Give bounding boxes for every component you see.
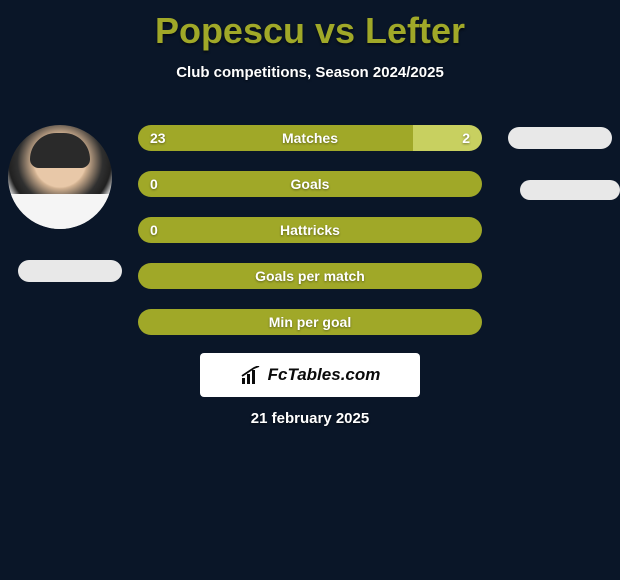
- stat-label: Goals per match: [138, 263, 482, 289]
- branding-text: FcTables.com: [268, 365, 381, 385]
- player-name-pill-right: [520, 180, 620, 200]
- player-avatar-pill-right: [508, 127, 612, 149]
- stat-label: Goals: [138, 171, 482, 197]
- stat-row-goals-per-match: Goals per match: [138, 263, 482, 289]
- stats-bars: 23 Matches 2 0 Goals 0 Hattricks Goals p…: [138, 125, 482, 355]
- chart-icon: [240, 366, 262, 384]
- comparison-subtitle: Club competitions, Season 2024/2025: [0, 64, 620, 81]
- stat-label: Min per goal: [138, 309, 482, 335]
- stat-label: Hattricks: [138, 217, 482, 243]
- comparison-title: Popescu vs Lefter: [0, 0, 620, 52]
- player-avatar-left: [8, 125, 112, 229]
- branding-badge: FcTables.com: [200, 353, 420, 397]
- stat-row-goals: 0 Goals: [138, 171, 482, 197]
- player-name-pill-left: [18, 260, 122, 282]
- stat-label: Matches: [138, 125, 482, 151]
- stat-row-min-per-goal: Min per goal: [138, 309, 482, 335]
- stat-row-hattricks: 0 Hattricks: [138, 217, 482, 243]
- stat-row-matches: 23 Matches 2: [138, 125, 482, 151]
- stat-right-value: 2: [462, 125, 470, 151]
- date-text: 21 february 2025: [0, 410, 620, 427]
